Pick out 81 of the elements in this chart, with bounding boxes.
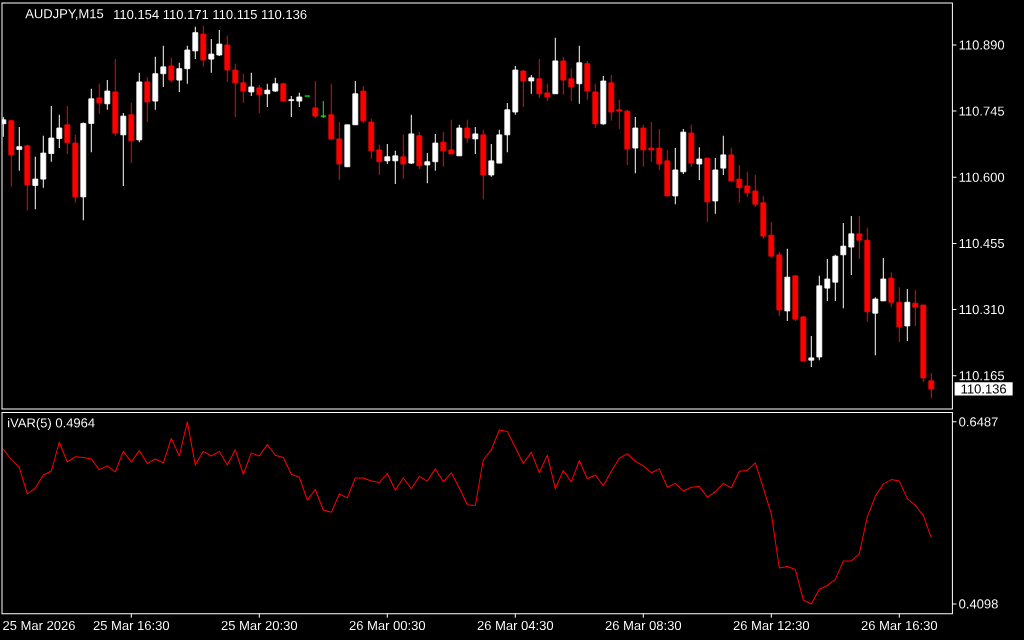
candlestick	[256, 84, 263, 114]
candlestick	[752, 174, 759, 208]
y-tick-label: 110.745	[959, 106, 1005, 116]
candlestick	[424, 152, 431, 184]
candlestick	[472, 126, 479, 155]
candlestick	[768, 221, 775, 258]
candlestick	[56, 114, 63, 149]
candlestick	[384, 143, 391, 165]
candlestick	[232, 63, 239, 118]
chart-title: iVAR(5) 0.4964	[8, 417, 95, 431]
candlestick	[904, 288, 911, 342]
candlestick	[160, 45, 167, 88]
x-tick-label: 26 Mar 04:30	[477, 620, 554, 631]
candlestick	[648, 121, 655, 163]
candlestick	[744, 171, 751, 198]
candlestick	[440, 131, 447, 168]
x-tick-label: 25 Mar 20:30	[221, 620, 298, 631]
candlestick	[848, 215, 855, 276]
candlestick	[808, 335, 815, 368]
candlestick	[432, 133, 439, 172]
candlestick	[312, 80, 319, 119]
candlestick	[720, 135, 727, 176]
candlestick	[736, 164, 743, 204]
candlestick	[840, 222, 847, 309]
candlestick	[96, 83, 103, 115]
candlestick	[448, 119, 455, 155]
candlestick	[64, 105, 71, 155]
candlestick	[32, 156, 39, 210]
candlestick	[208, 38, 215, 74]
x-tick-label: 25 Mar 16:30	[93, 620, 170, 631]
candlestick	[488, 143, 495, 178]
candlestick	[856, 215, 863, 260]
candlestick	[872, 296, 879, 356]
candlestick	[640, 124, 647, 168]
candlestick	[104, 79, 111, 111]
candlestick	[392, 150, 399, 185]
candlestick	[16, 126, 23, 172]
y-tick-label: 110.310	[959, 304, 1005, 315]
chart-title: AUDJPY,M15	[25, 9, 104, 20]
candlestick	[376, 144, 383, 176]
candlestick	[632, 116, 639, 174]
candlestick	[400, 134, 407, 180]
candlestick	[184, 45, 191, 85]
candlestick	[528, 74, 535, 95]
candlestick	[120, 112, 127, 187]
y-tick-label: 110.165	[959, 371, 1005, 381]
candlestick	[912, 289, 919, 327]
candlestick	[520, 69, 527, 108]
candlestick	[696, 146, 703, 181]
text: 110.136	[961, 384, 1007, 394]
y-tick-label: 110.600	[959, 172, 1005, 182]
candlestick	[880, 257, 887, 302]
x-tick-label: 26 Mar 12:30	[733, 620, 810, 631]
x-tick-label: 26 Mar 08:30	[605, 620, 682, 631]
x-tick-label: 26 Mar 16:30	[861, 620, 938, 631]
candlestick	[616, 99, 623, 130]
candlestick	[656, 128, 663, 171]
candlestick	[264, 83, 271, 108]
candlestick	[824, 258, 831, 302]
candlestick	[48, 105, 55, 163]
y-tick-label: 110.455	[959, 238, 1005, 248]
candlestick	[216, 29, 223, 57]
y-tick-label: 110.890	[959, 40, 1005, 50]
x-tick-label: 26 Mar 00:30	[349, 620, 426, 631]
candlestick	[288, 95, 295, 118]
candlestick	[560, 56, 567, 96]
candlestick	[192, 26, 199, 60]
candlestick	[464, 119, 471, 144]
candlestick	[168, 57, 175, 83]
y-tick-label: 0.6487	[959, 417, 998, 427]
candlestick	[248, 72, 255, 97]
chart-subtitle: 110.154 110.171 110.115 110.136	[114, 9, 307, 20]
candlestick	[536, 58, 543, 99]
candlestick	[144, 76, 151, 123]
candlestick	[568, 68, 575, 102]
y-tick-label: 0.4098	[959, 599, 998, 609]
candlestick	[240, 73, 247, 104]
candlestick	[176, 62, 183, 93]
candlestick	[928, 372, 935, 399]
text: 25 Mar 2026	[3, 620, 75, 631]
candlestick	[576, 45, 583, 105]
